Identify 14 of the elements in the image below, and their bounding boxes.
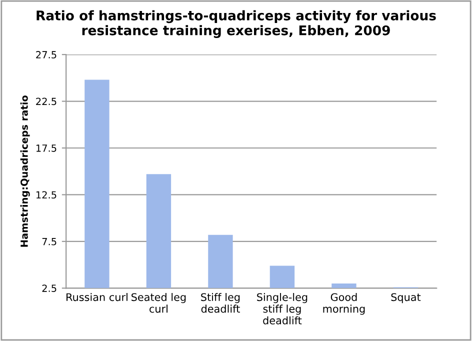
y-axis-title: Hamstring:Quadriceps ratio <box>20 96 30 247</box>
y-tick-label: 7.5 <box>42 238 56 246</box>
x-tick-label: Single-leg stiff leg deadlift <box>257 293 308 324</box>
y-tick-label: 22.5 <box>36 98 56 106</box>
x-tick-label: Russian curl <box>66 293 128 302</box>
y-tick-label: 17.5 <box>36 144 56 152</box>
x-tick-label: Good morning <box>323 293 365 315</box>
y-tick-label: 27.5 <box>36 51 56 58</box>
x-tick-label: Seated leg curl <box>132 293 186 313</box>
x-tick-label: Squat <box>391 293 421 304</box>
chart-title: Ratio of hamstrings-to-quadriceps activity for various resistance training exerises, Ebben, 2009 <box>36 10 436 38</box>
y-tick-label: 12.5 <box>36 191 56 199</box>
y-tick-label: 2.5 <box>42 284 56 292</box>
x-tick-label: Stiff leg deadlift <box>201 293 240 313</box>
